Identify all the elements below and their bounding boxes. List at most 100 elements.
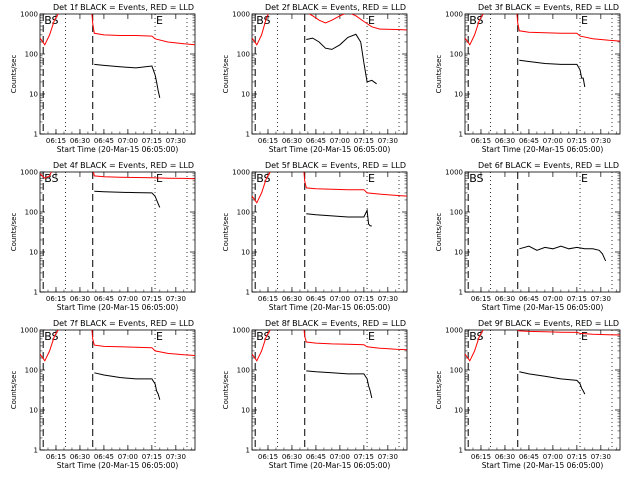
x-tick-label: 06:30 — [495, 137, 515, 145]
y-tick-label: 100 — [25, 51, 38, 59]
events-series-line — [519, 371, 586, 395]
plot-frame — [251, 329, 408, 451]
series-group — [40, 330, 195, 400]
detector-panel: Det 6f BLACK = Events, RED = LLD 1 10 100 10… — [435, 161, 621, 312]
time-marker-label: E — [368, 14, 375, 27]
x-tick-label: 07:30 — [166, 137, 186, 145]
time-marker-label: BS — [256, 172, 270, 185]
time-marker-label: E — [156, 330, 163, 343]
x-tick-label: 06:45 — [306, 137, 326, 145]
lld-series-line — [40, 14, 195, 46]
x-tick-label: 06:15 — [46, 453, 66, 461]
y-tick-label: 100 — [25, 367, 38, 375]
x-tick-label: 07:00 — [330, 453, 350, 461]
events-series-line — [306, 208, 372, 227]
y-tick-label: 1 — [34, 447, 38, 455]
y-tick-label: 1 — [246, 131, 250, 139]
time-marker-label: E — [581, 330, 588, 343]
x-tick-label: 06:15 — [46, 137, 66, 145]
detector-panel: Det 4f BLACK = Events, RED = LLD 1 10 100 10… — [10, 161, 196, 312]
events-series-line — [306, 370, 373, 399]
y-tick-label: 100 — [450, 51, 463, 59]
x-tick-label: 06:45 — [306, 453, 326, 461]
y-tick-label: 10 — [241, 407, 250, 415]
series-group — [252, 14, 407, 85]
time-marker-label: E — [368, 330, 375, 343]
plot-frame — [39, 329, 196, 451]
y-axis-label: Counts/sec — [222, 213, 230, 252]
series-group — [465, 330, 620, 395]
x-tick-label: 06:30 — [282, 295, 302, 303]
plot-frame — [464, 329, 621, 451]
y-axis-label: Counts/sec — [222, 55, 230, 94]
plot-frame — [39, 171, 196, 293]
y-axis-label: Counts/sec — [435, 371, 443, 410]
x-tick-label: 06:15 — [471, 295, 491, 303]
y-tick-label: 1000 — [232, 169, 250, 177]
x-tick-label: 07:15 — [354, 137, 374, 145]
time-marker-label: BS — [469, 14, 483, 27]
x-tick-label: 06:45 — [519, 295, 539, 303]
lld-series-line — [465, 14, 620, 46]
x-tick-label: 07:15 — [354, 453, 374, 461]
panel-title: Det 5f BLACK = Events, RED = LLD — [265, 161, 406, 170]
panel-title: Det 8f BLACK = Events, RED = LLD — [265, 319, 406, 328]
x-tick-label: 06:45 — [519, 453, 539, 461]
events-series-line — [519, 245, 607, 262]
y-tick-label: 10 — [241, 249, 250, 257]
x-tick-label: 07:15 — [567, 453, 587, 461]
x-tick-label: 07:30 — [378, 295, 398, 303]
x-tick-label: 07:00 — [118, 137, 138, 145]
panel-title: Det 9f BLACK = Events, RED = LLD — [478, 319, 619, 328]
time-marker-label: BS — [256, 330, 270, 343]
x-tick-label: 07:30 — [591, 453, 611, 461]
lld-series-line — [465, 330, 620, 362]
panel-title: Det 2f BLACK = Events, RED = LLD — [265, 3, 406, 12]
x-tick-label: 06:45 — [306, 295, 326, 303]
y-axis-label: Counts/sec — [10, 371, 18, 410]
y-tick-label: 1000 — [20, 169, 38, 177]
series-group — [40, 172, 195, 208]
panel-title: Det 3f BLACK = Events, RED = LLD — [478, 3, 619, 12]
y-tick-label: 1000 — [445, 169, 463, 177]
plot-frame — [464, 171, 621, 293]
x-tick-label: 07:30 — [378, 453, 398, 461]
time-marker-label: E — [156, 14, 163, 27]
time-marker-label: BS — [44, 172, 58, 185]
x-tick-label: 07:00 — [118, 295, 138, 303]
x-tick-label: 07:30 — [591, 137, 611, 145]
x-tick-label: 06:30 — [70, 295, 90, 303]
lld-series-line — [252, 172, 407, 204]
time-marker-label: BS — [44, 14, 58, 27]
y-tick-label: 100 — [450, 367, 463, 375]
x-tick-label: 06:30 — [282, 453, 302, 461]
y-tick-label: 1000 — [20, 327, 38, 335]
x-tick-label: 07:30 — [591, 295, 611, 303]
x-tick-label: 06:45 — [94, 295, 114, 303]
x-tick-label: 06:15 — [258, 453, 278, 461]
series-group — [252, 172, 407, 227]
x-tick-label: 07:00 — [330, 137, 350, 145]
y-axis-label: Counts/sec — [435, 213, 443, 252]
panel-title: Det 7f BLACK = Events, RED = LLD — [53, 319, 194, 328]
x-tick-label: 07:30 — [166, 453, 186, 461]
plot-frame — [39, 13, 196, 135]
events-series-line — [519, 59, 586, 88]
x-tick-label: 06:45 — [94, 453, 114, 461]
y-tick-label: 100 — [450, 209, 463, 217]
x-tick-label: 07:00 — [330, 295, 350, 303]
x-tick-label: 07:15 — [142, 137, 162, 145]
x-tick-label: 06:30 — [70, 137, 90, 145]
y-tick-label: 1 — [34, 289, 38, 297]
x-tick-label: 07:00 — [118, 453, 138, 461]
events-series-line — [306, 33, 377, 85]
panel-title: Det 1f BLACK = Events, RED = LLD — [53, 3, 194, 12]
time-marker-label: BS — [44, 330, 58, 343]
time-marker-label: BS — [256, 14, 270, 27]
y-tick-label: 1000 — [232, 327, 250, 335]
x-axis-label: Start Time (20-Mar-15 06:05:00) — [269, 303, 391, 312]
plot-frame — [464, 13, 621, 135]
y-tick-label: 1000 — [20, 11, 38, 19]
events-series-line — [94, 63, 161, 99]
